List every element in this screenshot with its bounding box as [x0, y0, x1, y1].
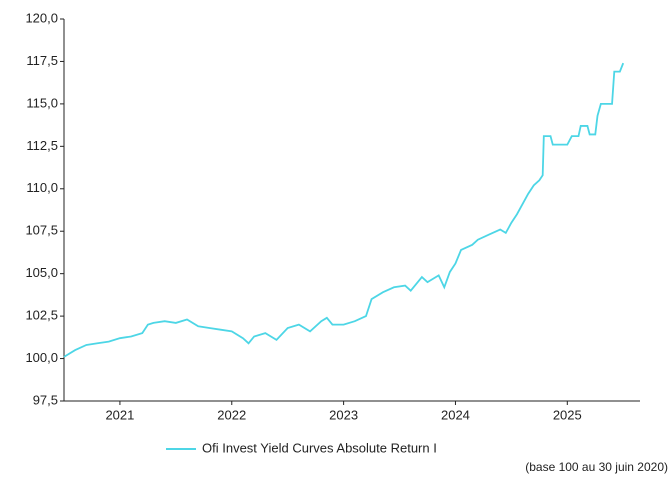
y-tick-label: 117,5	[26, 53, 58, 68]
y-tick-label: 112,5	[26, 138, 58, 153]
x-tick-label: 2023	[329, 407, 358, 422]
series-line	[63, 62, 625, 358]
x-tick-label: 2022	[217, 407, 246, 422]
y-tick-label: 102,5	[25, 308, 58, 323]
x-tick-label: 2025	[553, 407, 582, 422]
y-tick-label: 107,5	[25, 223, 58, 238]
x-tick-label: 2021	[105, 407, 134, 422]
legend-label: Ofi Invest Yield Curves Absolute Return …	[202, 440, 437, 455]
y-tick-label: 105,0	[25, 265, 58, 280]
y-tick-label: 97,5	[33, 392, 58, 407]
y-tick-label: 100,0	[25, 350, 58, 365]
y-tick-label: 120,0	[25, 10, 58, 25]
y-tick-label: 110,0	[26, 180, 58, 195]
x-tick-label: 2024	[441, 407, 470, 422]
y-tick-label: 115,0	[26, 95, 58, 110]
footnote: (base 100 au 30 juin 2020)	[525, 460, 668, 474]
